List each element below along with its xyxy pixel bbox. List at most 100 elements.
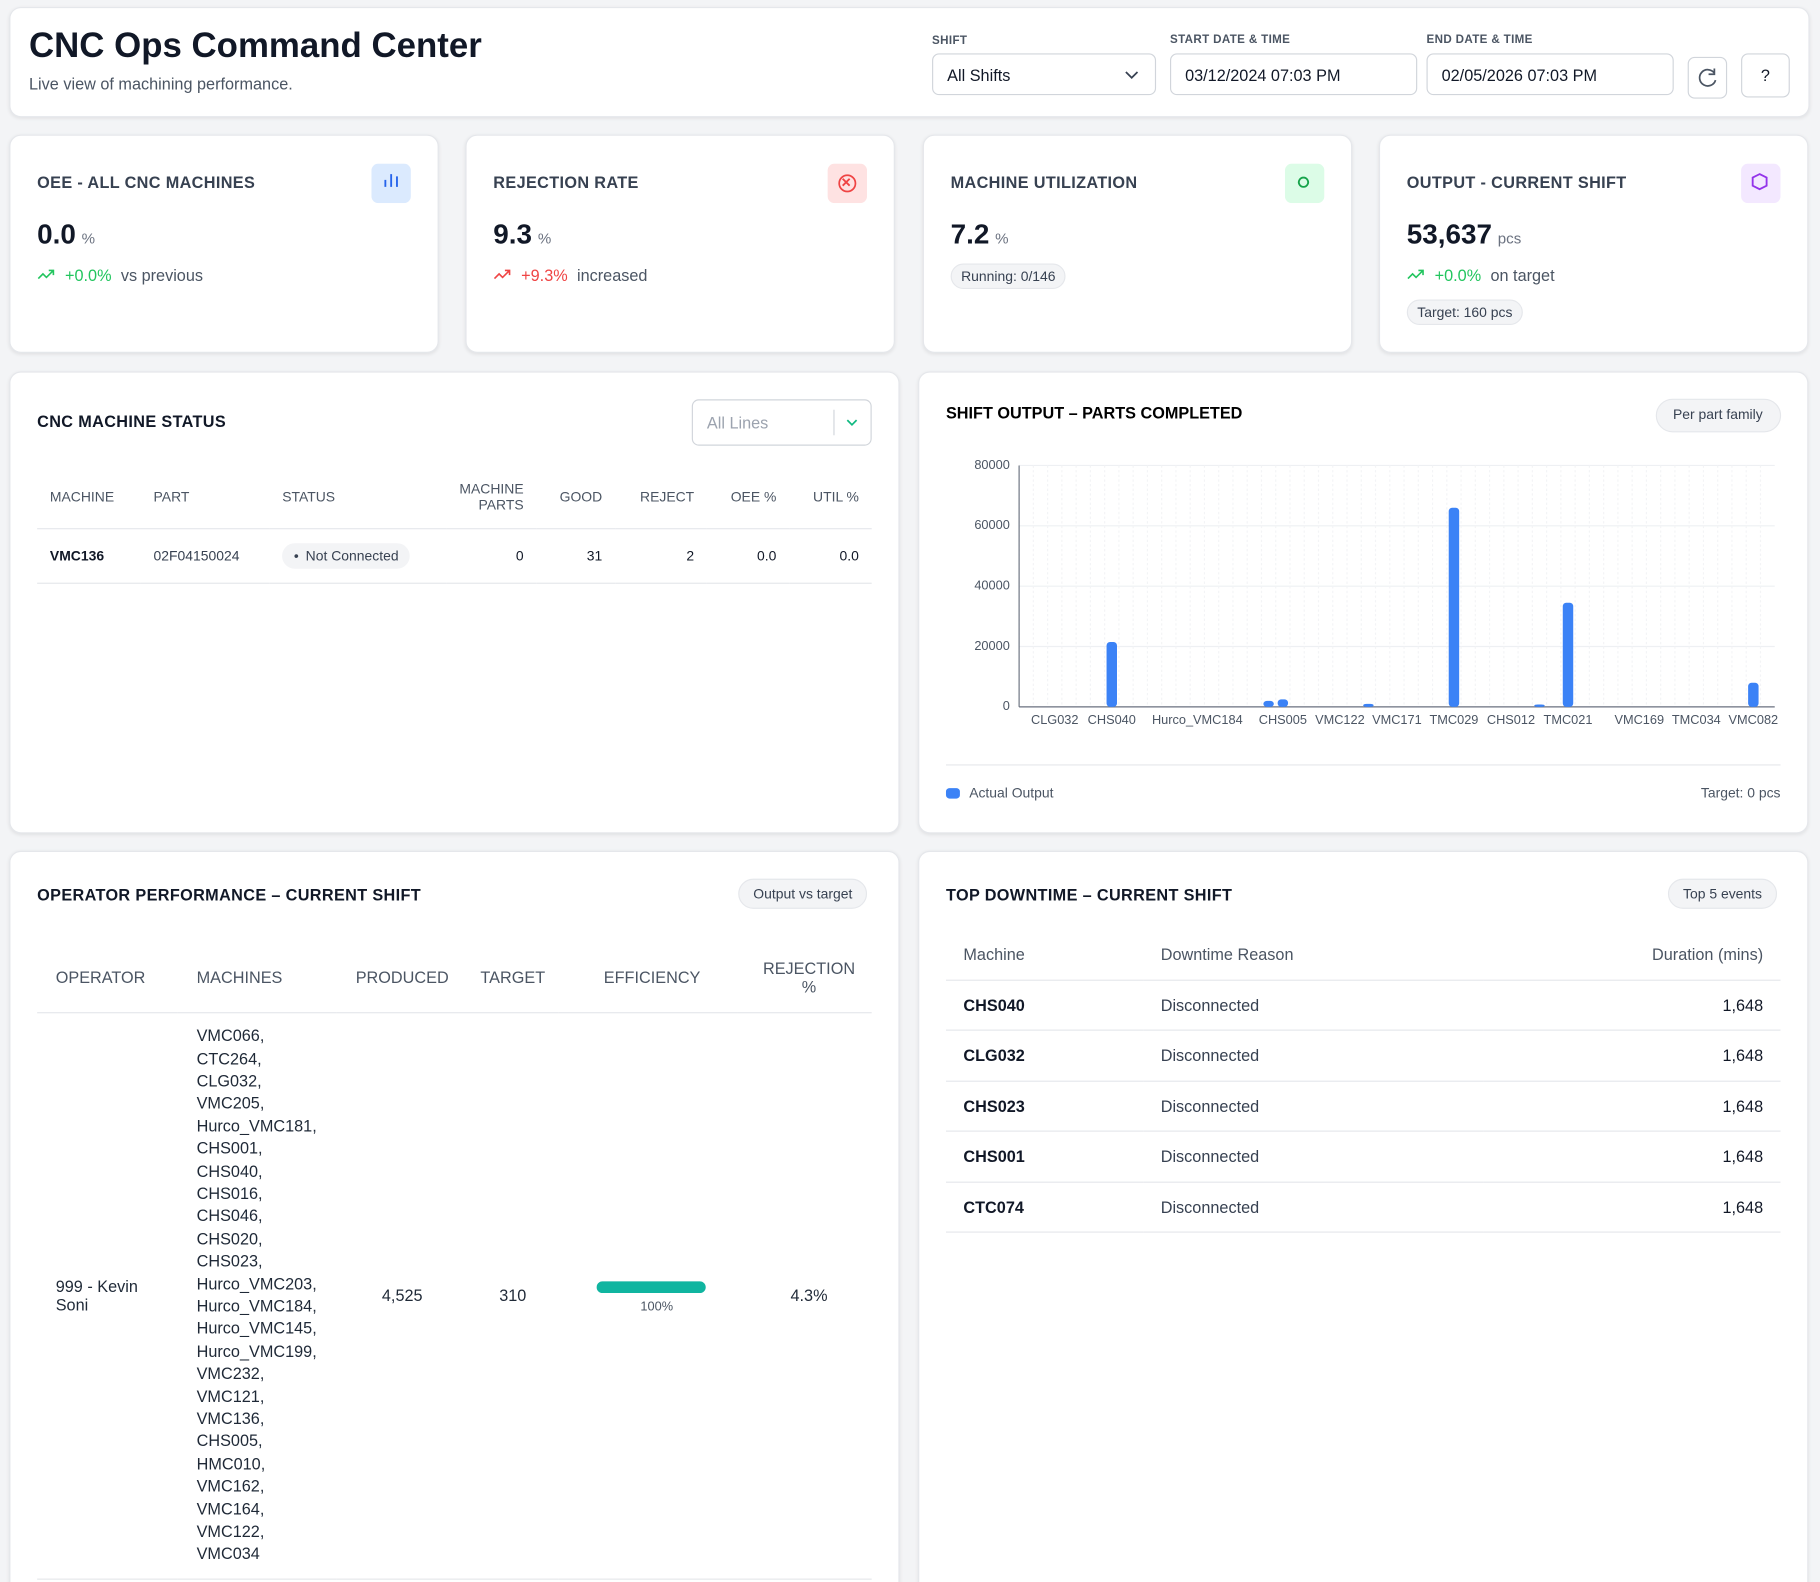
table-cell: Disconnected <box>1143 979 1484 1031</box>
trend-line <box>493 269 511 280</box>
kpi-value: 7.2 <box>950 219 990 251</box>
y-tick-label: 60000 <box>974 517 1009 532</box>
machine-name: CHS046, <box>196 1206 263 1225</box>
start-date-input[interactable]: 03/12/2024 07:03 PM <box>1169 53 1418 96</box>
cell-text: 0 <box>515 547 524 564</box>
trend-line <box>1407 269 1424 280</box>
kpi-card: MACHINE UTILIZATION 7.2% Running: 0/146 <box>922 134 1353 353</box>
table-cell: 4,525 <box>336 1012 459 1580</box>
end-date-input[interactable]: 02/05/2026 07:03 PM <box>1426 53 1674 96</box>
table-cell: CLG032 <box>945 1030 1144 1082</box>
column-header: OEE % <box>706 465 790 529</box>
header-row: Machine Downtime Reason Duration (mins) <box>945 929 1781 981</box>
table-cell: 31 <box>536 528 615 584</box>
machine-name: Hurco_VMC184, <box>196 1296 317 1316</box>
header-row: MACHINE PART STATUS MACHINE PARTS GOOD REJECT… <box>37 465 872 529</box>
table-cell: CHS040 <box>945 979 1144 1031</box>
bar <box>1277 699 1289 707</box>
kpi-title: MACHINE UTILIZATION <box>950 172 1138 192</box>
icon-bg <box>1284 163 1325 204</box>
table-cell: 0.0 <box>706 528 790 584</box>
help-button[interactable]: ? <box>1741 53 1790 98</box>
select-value: All Lines <box>706 413 769 432</box>
column-header: MACHINES <box>178 942 337 1013</box>
card-title: CNC MACHINE STATUS <box>37 412 227 431</box>
efficiency-fill <box>596 1281 706 1294</box>
badge: Top 5 events <box>1667 878 1778 909</box>
help-label: ? <box>1760 66 1770 85</box>
kpi-icon <box>1741 163 1781 204</box>
refresh-button[interactable] <box>1687 56 1728 99</box>
bar <box>1263 700 1274 707</box>
select-value: All Shifts <box>947 66 1011 85</box>
kpi-badge: Target: 160 pcs <box>1406 299 1523 325</box>
kpi-delta: +0.0% <box>64 265 112 285</box>
table-cell: 0.0 <box>789 528 872 584</box>
table-row: CLG032 Disconnected 1,648 <box>945 1030 1781 1082</box>
machine-name: Hurco_VMC199, <box>196 1341 317 1361</box>
chart-title: SHIFT OUTPUT – PARTS COMPLETED <box>946 405 1243 423</box>
machine-status-card: CNC MACHINE STATUS All Lines MACHINE PART… <box>9 371 900 834</box>
divider <box>833 409 835 436</box>
icon-shape <box>1751 173 1768 191</box>
icon-shape <box>842 178 851 187</box>
status-pill: • Not Connected <box>282 542 411 569</box>
table-cell: 100% <box>557 1012 738 1580</box>
machine-name: CHS005, <box>196 1431 263 1451</box>
column-header: OPERATOR <box>37 942 179 1013</box>
target: 310 <box>499 1286 527 1305</box>
kpi-value-row: 9.3% <box>493 219 551 251</box>
kpi-card: OEE - ALL CNC MACHINES 0.0% +0.0% vs previo… <box>9 134 439 353</box>
y-tick-label: 0 <box>1003 698 1010 713</box>
x-tick-label: CHS012 <box>1487 712 1535 727</box>
rejection: 4.3% <box>790 1286 828 1305</box>
x-tick-label: TMC021 <box>1544 712 1593 727</box>
kpi-title: REJECTION RATE <box>493 172 639 192</box>
input-value: 02/05/2026 07:03 PM <box>1441 66 1598 85</box>
kpi-value-row: 0.0% <box>37 219 95 251</box>
column-header: STATUS <box>269 465 447 529</box>
column-header: GOOD <box>536 465 615 529</box>
machine-name: HMC010, <box>196 1454 266 1473</box>
cell-text: VMC136 <box>49 547 105 564</box>
trend-line <box>37 269 55 280</box>
table-cell: Disconnected <box>1143 1131 1484 1183</box>
machine-name: CHS016, <box>196 1183 263 1203</box>
efficiency-bar <box>596 1281 706 1294</box>
cell-text: 0.0 <box>757 547 777 564</box>
column-header: MACHINE <box>37 465 141 529</box>
column-header: PART <box>140 465 270 529</box>
shift-select[interactable]: All Shifts <box>932 53 1157 96</box>
column-header: TARGET <box>458 942 558 1013</box>
annotation: Target: 0 pcs <box>1701 785 1781 801</box>
kpi-unit: pcs <box>1497 229 1522 248</box>
card-title: OPERATOR PERFORMANCE – CURRENT SHIFT <box>37 885 422 905</box>
machine-name: CHS040, <box>196 1161 263 1180</box>
x-tick-label: CHS040 <box>1088 712 1136 727</box>
kpi-value: 53,637 <box>1406 219 1492 251</box>
table-cell: CHS023 <box>945 1080 1144 1132</box>
kpi-badge: Running: 0/146 <box>950 263 1067 290</box>
machine-name: VMC162, <box>196 1476 265 1496</box>
kpi-note: increased <box>576 265 648 285</box>
kpi-card: OUTPUT - CURRENT SHIFT 53,637 pcs +0.0% on t… <box>1378 134 1809 353</box>
kpi-icon <box>1284 163 1325 204</box>
filter-label: END DATE & TIME <box>1426 33 1533 47</box>
badge-label: Per part family <box>1673 406 1763 422</box>
machine-name: VMC232, <box>196 1364 265 1383</box>
x-tick-label: VMC169 <box>1614 712 1664 727</box>
table-cell: 310 <box>458 1012 558 1580</box>
table-cell: 2 <box>614 528 707 584</box>
machine-name: CLG032, <box>196 1071 262 1090</box>
machine-name: VMC121, <box>196 1386 265 1406</box>
line-select[interactable]: All Lines <box>691 399 872 446</box>
table-row: VMC136 02F04150024 • Not Connected 0 31 2 0.0 0.… <box>37 528 872 584</box>
cell-text: 31 <box>586 547 603 564</box>
column-header: EFFICIENCY <box>557 942 738 1013</box>
cell-text: 2 <box>686 547 695 564</box>
x-tick-label: VMC122 <box>1315 712 1365 727</box>
machine-name: VMC205, <box>196 1093 265 1113</box>
kpi-value: 9.3 <box>493 219 533 251</box>
filter-label: START DATE & TIME <box>1169 33 1291 47</box>
badge <box>1655 398 1782 433</box>
